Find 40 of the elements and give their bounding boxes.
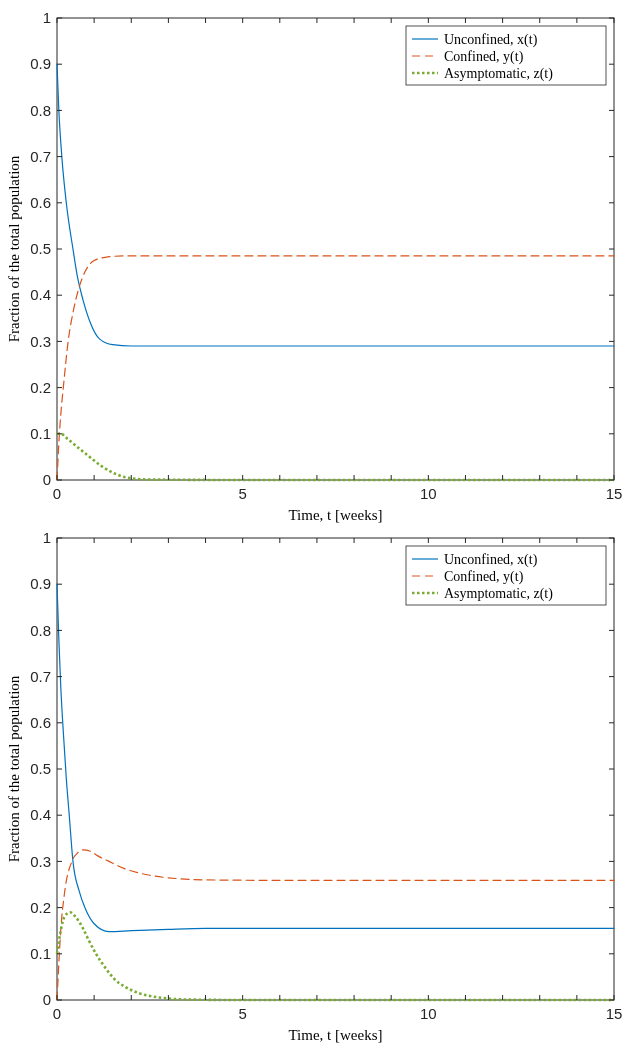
y-tick-label: 0.4: [30, 286, 51, 304]
y-tick-label: 0: [42, 471, 51, 489]
y-tick-label: 0.2: [30, 378, 51, 396]
x-tick-label: 15: [605, 485, 623, 502]
x-tick-label: 5: [238, 485, 247, 502]
x-tick-label: 15: [605, 1005, 623, 1022]
y-tick-label: 0.9: [30, 575, 51, 593]
y-tick-label: 0.6: [30, 194, 51, 212]
y-tick-label: 1: [42, 9, 51, 27]
legend-label: Confined, y(t): [444, 48, 524, 65]
y-tick-label: 0.1: [30, 945, 51, 963]
y-axis-title: Fraction of the total population: [6, 675, 22, 863]
legend-label: Asymptomatic, z(t): [444, 585, 554, 602]
y-tick-label: 0: [42, 991, 51, 1009]
y-tick-label: 0.5: [30, 760, 51, 778]
y-tick-label: 0.9: [30, 55, 51, 73]
x-tick-label: 10: [419, 1005, 437, 1022]
y-tick-label: 0.6: [30, 714, 51, 732]
legend-label: Confined, y(t): [444, 568, 524, 585]
y-tick-label: 0.8: [30, 621, 51, 639]
y-tick-label: 0.4: [30, 806, 51, 824]
legend-label: Unconfined, x(t): [444, 31, 538, 48]
x-tick-label: 10: [419, 485, 437, 502]
y-tick-label: 0.1: [30, 425, 51, 443]
y-tick-label: 0.2: [30, 898, 51, 916]
y-axis-title: Fraction of the total population: [6, 155, 22, 343]
y-tick-label: 0.7: [30, 147, 51, 165]
x-axis-title: Time, t [weeks]: [288, 1027, 383, 1043]
x-tick-label: 5: [238, 1005, 247, 1022]
line-series: [56, 63, 615, 347]
y-tick-label: 0.3: [30, 332, 51, 350]
x-axis-title: Time, t [weeks]: [288, 507, 383, 523]
y-tick-label: 0.5: [30, 240, 51, 258]
y-tick-label: 0.7: [30, 667, 51, 685]
y-tick-label: 0.8: [30, 101, 51, 119]
y-tick-label: 0.3: [30, 852, 51, 870]
legend-label: Asymptomatic, z(t): [444, 65, 554, 82]
y-tick-label: 1: [42, 529, 51, 547]
legend-label: Unconfined, x(t): [444, 551, 538, 568]
line-series: [56, 583, 615, 933]
